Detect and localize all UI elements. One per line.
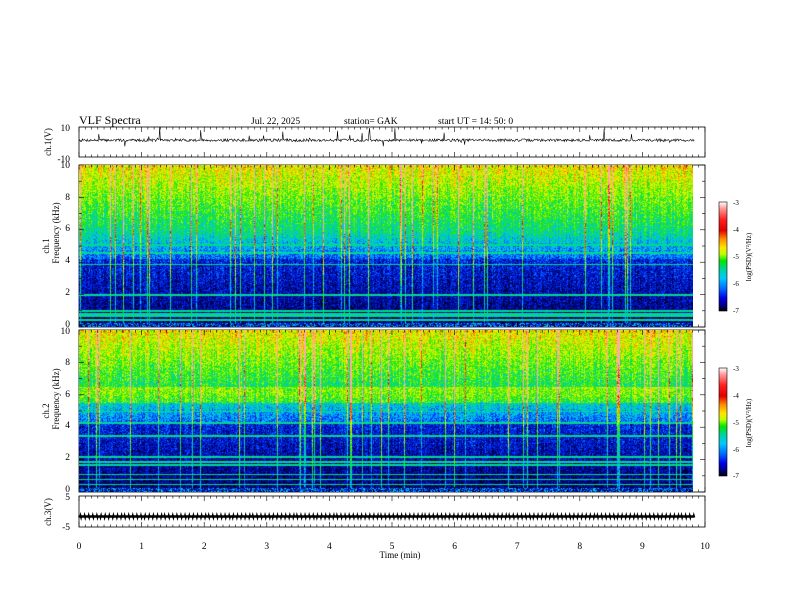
ch3-waveform-panel: 5 -5 ch.3(V) (43, 493, 706, 533)
ch3-ytick-5: 5 (65, 493, 70, 503)
time-tick-label: 9 (640, 542, 645, 552)
ch1-colorbar-label: log(PSD)(V²/Hz) (745, 232, 753, 281)
ch2-spectrogram-ticks (78, 329, 706, 493)
ch2-colorbar (719, 368, 727, 476)
time-tick-label: 5 (390, 542, 395, 552)
ch2-spectrogram-heatmap (79, 330, 693, 492)
ch2-cbar-tick-3: -3 (733, 365, 739, 373)
time-tick-label: 10 (700, 542, 710, 552)
ch1-ytick-10: 10 (61, 161, 71, 171)
ch3-waveform-ticks (78, 496, 706, 527)
ch1-waveform-ylabel: ch.1(V) (43, 128, 53, 156)
time-tick-label: 4 (327, 542, 332, 552)
date-label: Jul. 22, 2025 (251, 117, 300, 127)
ch1-spectrogram-ticks (78, 164, 706, 328)
ch2-cbar-tick-6: -6 (733, 446, 739, 454)
ch1-waveform-line (78, 126, 695, 147)
ch1-cbar-tick-7: -7 (733, 307, 739, 315)
ch1-spectrogram-heatmap (79, 165, 693, 327)
ch2-cbar-tick-4: -4 (733, 392, 739, 400)
ch3-ytick-neg5: -5 (62, 523, 70, 533)
ch1-waveform-ticks (78, 127, 706, 157)
ch1-colorbar (719, 202, 727, 311)
ch3-waveform-frame (78, 495, 706, 528)
time-tick-label: 6 (452, 542, 457, 552)
ch3-waveform-ylabel: ch.3(V) (43, 498, 53, 526)
ch2-ytick-4: 4 (65, 421, 70, 431)
ch3-waveform-line (78, 511, 696, 522)
time-tick-label: 3 (264, 542, 269, 552)
ch2-ytick-2: 2 (65, 453, 70, 463)
ch2-cbar-tick-5: -5 (733, 419, 739, 427)
ch1-cbar-tick-5: -5 (733, 253, 739, 261)
figure-title: VLF Spectra (79, 113, 141, 127)
time-axis-label: Time (min) (380, 550, 421, 560)
ch1-ytick-8: 8 (65, 193, 70, 203)
ch1-spectrogram-channel-label: ch.1 (41, 238, 51, 253)
ch1-ytick-6: 6 (65, 224, 70, 234)
ch1-colorbar-frame (718, 201, 728, 312)
ch1-ytick-0: 0 (65, 320, 70, 330)
ch2-ytick-10: 10 (61, 327, 71, 337)
station-label: station= GAK (344, 117, 398, 127)
ch1-ytick-2: 2 (65, 288, 70, 298)
time-axis: 0 1 2 3 4 5 6 7 8 9 10 (77, 542, 710, 552)
ch1-ytick-neg10: -10 (57, 155, 70, 165)
start-ut-label: start UT = 14: 50: 0 (438, 117, 513, 127)
ch1-spectrogram-panel: 0 2 4 6 8 10 ch.1 Frequency (kHz) -3 -4 … (41, 161, 753, 330)
time-tick-label: 8 (577, 542, 582, 552)
ch1-waveform-panel: 10 -10 ch.1(V) (43, 124, 706, 165)
ch2-colorbar-label: log(PSD)(V²/Hz) (745, 398, 753, 447)
ch1-cbar-tick-3: -3 (733, 199, 739, 207)
ch1-ytick-10: 10 (61, 124, 71, 134)
time-tick-label: 7 (515, 542, 520, 552)
time-tick-label: 2 (202, 542, 207, 552)
ch2-spectrogram-channel-label: ch.2 (41, 403, 51, 418)
ch2-colorbar-frame (718, 367, 728, 477)
ch1-cbar-tick-6: -6 (733, 280, 739, 288)
ch2-ytick-8: 8 (65, 358, 70, 368)
ch2-cbar-tick-7: -7 (733, 472, 739, 480)
ch2-ytick-6: 6 (65, 390, 70, 400)
ch1-spectrogram-ylabel: Frequency (kHz) (51, 202, 61, 263)
time-tick-label: 1 (139, 542, 144, 552)
time-tick-label: 0 (77, 542, 82, 552)
ch2-spectrogram-panel: 0 2 4 6 8 10 ch.2 Frequency (kHz) -3 -4 … (41, 327, 753, 495)
ch2-spectrogram-ylabel: Frequency (kHz) (51, 368, 61, 429)
ch1-cbar-tick-4: -4 (733, 226, 739, 234)
ch2-ytick-0: 0 (65, 485, 70, 495)
ch1-ytick-4: 4 (65, 256, 70, 266)
